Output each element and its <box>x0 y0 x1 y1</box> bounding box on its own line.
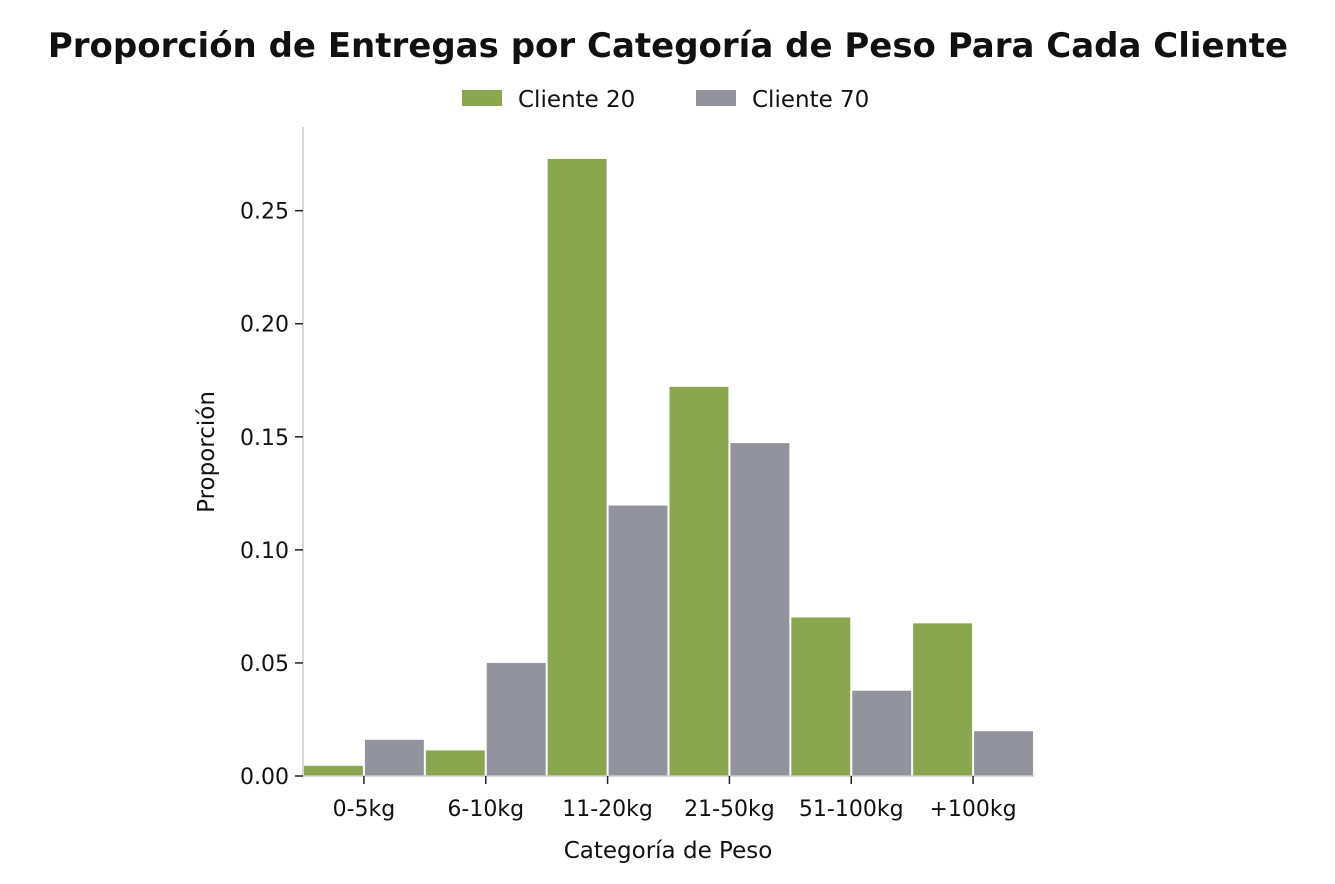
bar-cliente-70-21-50kg <box>730 443 790 776</box>
y-axis-label: Proporción <box>194 391 220 513</box>
bar-cliente-70-11-20kg <box>608 505 668 776</box>
x-ticks: 0-5kg 6-10kg 11-20kg 21-50kg 51-100kg +100kg <box>333 776 1017 822</box>
x-tick-label-0-5kg: 0-5kg <box>333 797 396 822</box>
y-tick-label: 0.05 <box>240 652 289 677</box>
y-tick-label: 0.10 <box>240 539 289 564</box>
x-tick-label-51-100kg: 51-100kg <box>799 797 904 822</box>
chart-title: Proporción de Entregas por Categoría de … <box>48 26 1288 66</box>
y-tick-label: 0.20 <box>240 313 289 338</box>
bar-cliente-20-11-20kg <box>547 158 607 777</box>
x-axis-label: Categoría de Peso <box>564 838 773 864</box>
legend: Cliente 20 Cliente 70 <box>462 87 869 113</box>
y-ticks: 0.00 0.05 0.10 0.15 0.20 0.25 <box>240 200 303 790</box>
bar-cliente-70-51-100kg <box>852 690 912 776</box>
legend-label-cliente-20: Cliente 20 <box>518 87 635 113</box>
x-tick-label-6-10kg: 6-10kg <box>447 797 524 822</box>
y-tick-label: 0.15 <box>240 426 289 451</box>
bar-cliente-70-0-5kg <box>364 739 424 776</box>
bar-cliente-20-0-5kg <box>304 765 363 776</box>
plot-area: 0.00 0.05 0.10 0.15 0.20 0.25 0-5kg 6-10kg 11-2… <box>240 127 1034 822</box>
legend-swatch-cliente-70 <box>696 90 736 106</box>
bar-cliente-20-21-50kg <box>669 386 729 776</box>
y-tick-label: 0.25 <box>240 200 289 225</box>
y-tick-label: 0.00 <box>240 765 289 790</box>
bar-cliente-20-6-10kg <box>425 750 485 776</box>
x-tick-label-100kg: +100kg <box>930 797 1017 822</box>
legend-swatch-cliente-20 <box>462 90 502 106</box>
bar-cliente-20-100kg <box>913 623 973 776</box>
bar-cliente-70-6-10kg <box>486 662 546 776</box>
x-tick-label-21-50kg: 21-50kg <box>684 797 775 822</box>
legend-label-cliente-70: Cliente 70 <box>752 87 869 113</box>
x-tick-label-11-20kg: 11-20kg <box>562 797 653 822</box>
bars-group <box>304 158 1033 777</box>
bar-cliente-70-100kg <box>974 731 1033 776</box>
bar-cliente-20-51-100kg <box>791 617 851 776</box>
